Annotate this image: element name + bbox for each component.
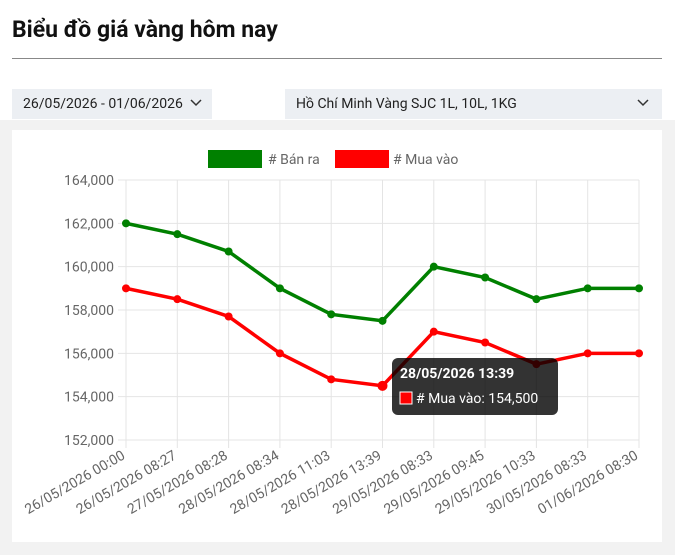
point xyxy=(635,349,643,358)
page-title: Biểu đồ giá vàng hôm nay xyxy=(12,16,278,43)
divider xyxy=(12,58,662,59)
point xyxy=(377,380,388,391)
point xyxy=(122,219,130,228)
product: Hồ Chí Minh Vàng SJC 1L, 10L, 1KG xyxy=(296,96,517,112)
point xyxy=(481,338,490,347)
y-tick-label: 156,000 xyxy=(64,346,114,362)
legend-swatch xyxy=(335,150,389,168)
point xyxy=(173,230,182,239)
point xyxy=(327,310,336,319)
point xyxy=(635,284,643,293)
point xyxy=(378,316,387,325)
point xyxy=(275,284,284,293)
y-tick-label: 152,000 xyxy=(64,433,114,449)
legend-swatch xyxy=(208,150,262,168)
point xyxy=(583,349,592,358)
point xyxy=(532,295,541,304)
tooltip-label: # Mua vào: 154,500 xyxy=(416,391,538,407)
chart-area xyxy=(12,130,662,542)
date-dropdown[interactable]: 26/05/2026 - 01/06/2026 xyxy=(12,89,212,119)
point xyxy=(122,284,130,293)
y-tick-label: 164,000 xyxy=(64,173,114,189)
chevron xyxy=(190,99,202,107)
y-tick-label: 162,000 xyxy=(64,216,114,232)
point xyxy=(275,349,284,358)
legend-label: # Bán ra xyxy=(268,152,320,168)
product-dropdown[interactable]: Hồ Chí Minh Vàng SJC 1L, 10L, 1KG xyxy=(285,89,662,119)
point xyxy=(327,375,336,384)
point xyxy=(224,312,233,321)
tooltip-box xyxy=(392,358,558,415)
tooltip-swatch xyxy=(399,391,413,405)
point xyxy=(224,247,233,256)
y-tick-label: 154,000 xyxy=(64,390,114,406)
point xyxy=(173,295,182,304)
chart-panel xyxy=(0,120,675,555)
y-tick-label: 160,000 xyxy=(64,260,114,276)
legend-label: # Mua vào xyxy=(393,152,458,168)
tooltip: 28/05/2026 13:39 # Mua vào: 154,500 xyxy=(392,358,558,415)
y-tick-label: 158,000 xyxy=(64,303,114,319)
tooltip-title: 28/05/2026 13:39 xyxy=(400,366,514,382)
point xyxy=(429,262,438,271)
point xyxy=(429,327,438,336)
date-range: 26/05/2026 - 01/06/2026 xyxy=(23,96,183,112)
point xyxy=(481,273,490,282)
point xyxy=(583,284,592,293)
chevron xyxy=(637,99,649,107)
